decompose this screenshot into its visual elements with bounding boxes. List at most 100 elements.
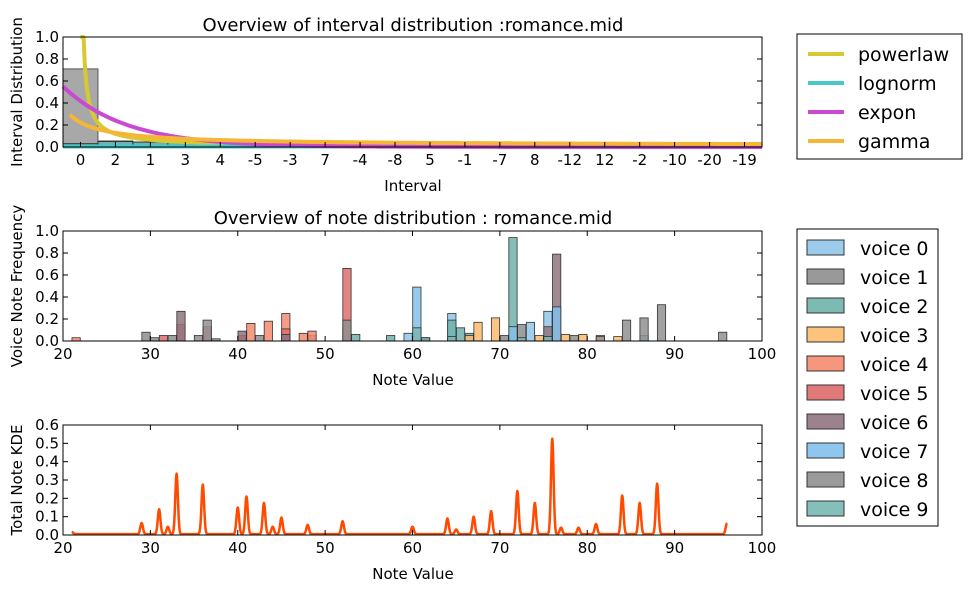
kde-xtick-label: 70 [490, 539, 509, 557]
kde-x-axis-label: Note Value [372, 565, 453, 583]
note-bar-voice-1 [142, 332, 150, 341]
note-bar-voice-3 [465, 336, 473, 342]
interval-ytick-label: 0.6 [35, 72, 59, 90]
note-ytick-label: 0.2 [35, 310, 59, 328]
note-bar-voice-8 [719, 332, 727, 341]
kde-line [72, 439, 727, 534]
legend-label-voice-7: voice 7 [860, 441, 928, 463]
note-xtick-label: 90 [665, 345, 684, 363]
interval-xtick-label: -2 [632, 151, 647, 169]
interval-ytick-label: 0.8 [35, 50, 59, 68]
note-bar-voice-2 [456, 328, 464, 341]
interval-chart-title: Overview of interval distribution :roman… [203, 15, 624, 36]
kde-ytick-label: 0.2 [35, 489, 59, 507]
legend-swatch-voice-2 [807, 298, 844, 313]
legend-label-voice-2: voice 2 [860, 296, 928, 318]
interval-plot-frame [63, 37, 762, 147]
note-bar-voice-8 [640, 318, 648, 341]
interval-xtick-label: -10 [662, 151, 687, 169]
interval-xtick-label: 0 [76, 151, 86, 169]
note-bar-voice-8 [622, 320, 630, 341]
kde-xtick-label: 100 [748, 539, 777, 557]
interval-ytick-label: 0.2 [35, 116, 59, 134]
interval-fit-line-powerlaw [80, 37, 395, 145]
interval-xtick-label: -8 [388, 151, 403, 169]
interval-xtick-label: 7 [320, 151, 330, 169]
kde-xtick-label: 50 [316, 539, 335, 557]
kde-xtick-label: 80 [578, 539, 597, 557]
note-bar-voice-4 [299, 333, 307, 341]
interval-y-axis-label: Interval Distribution [8, 17, 26, 167]
note-bar-voice-2 [352, 334, 360, 341]
note-bar-voice-8 [570, 336, 578, 342]
legend-swatch-voice-0 [807, 240, 844, 255]
note-xtick-label: 80 [578, 345, 597, 363]
note-x-axis-label: Note Value [372, 371, 453, 389]
kde-xtick-label: 90 [665, 539, 684, 557]
note-bar-voice-6 [238, 331, 246, 341]
legend-label-expon: expon [858, 102, 916, 124]
interval-ytick-label: 0.4 [35, 94, 59, 112]
interval-xtick-label: -19 [732, 151, 757, 169]
legend-label-gamma: gamma [858, 131, 930, 153]
legend-swatch-voice-9 [807, 501, 844, 516]
kde-xtick-label: 60 [403, 539, 422, 557]
note-xtick-label: 60 [403, 345, 422, 363]
legend-label-voice-8: voice 8 [860, 470, 928, 492]
note-bar-voice-2 [509, 238, 517, 341]
kde-ytick-label: 0.4 [35, 453, 59, 471]
interval-xtick-label: -3 [283, 151, 298, 169]
kde-ytick-label: 0.3 [35, 471, 59, 489]
interval-xtick-label: 5 [425, 151, 435, 169]
interval-xtick-label: -5 [248, 151, 263, 169]
note-xtick-label: 20 [53, 345, 72, 363]
kde-xtick-label: 20 [53, 539, 72, 557]
note-xtick-label: 30 [141, 345, 160, 363]
note-chart-title: Overview of note distribution : romance.… [214, 208, 613, 229]
note-bar-voice-9 [413, 328, 421, 341]
interval-xtick-label: 3 [181, 151, 191, 169]
interval-xtick-label: -12 [558, 151, 583, 169]
note-xtick-label: 100 [748, 345, 777, 363]
note-xtick-label: 70 [490, 345, 509, 363]
interval-xtick-label: 8 [530, 151, 540, 169]
note-bar-voice-3 [474, 322, 482, 341]
note-bar-voice-7 [509, 327, 517, 341]
note-bar-voice-3 [561, 334, 569, 341]
note-bar-voice-8 [343, 320, 351, 341]
note-bar-voice-9 [544, 337, 552, 341]
note-bar-voice-8 [596, 337, 604, 341]
legend-label-voice-3: voice 3 [860, 325, 928, 347]
interval-xtick-label: 2 [111, 151, 121, 169]
note-bar-voice-4 [247, 323, 255, 341]
note-bar-voice-8 [203, 320, 211, 341]
interval-ytick-label: 0.0 [35, 138, 59, 156]
note-ytick-label: 0.8 [35, 244, 59, 262]
legend-label-voice-5: voice 5 [860, 383, 928, 405]
interval-xtick-label: -1 [457, 151, 472, 169]
kde-xtick-label: 30 [141, 539, 160, 557]
note-ytick-label: 0.6 [35, 266, 59, 284]
legend-swatch-voice-6 [807, 414, 844, 429]
note-bar-voice-2 [387, 336, 395, 342]
interval-xtick-label: -20 [697, 151, 722, 169]
kde-y-axis-label: Total Note KDE [8, 425, 26, 537]
interval-ytick-label: 1.0 [35, 28, 59, 46]
note-bar-voice-1 [500, 336, 508, 342]
interval-x-axis-label: Interval [384, 177, 441, 195]
note-bar-voice-3 [535, 336, 543, 342]
note-bar-voice-3 [491, 318, 499, 341]
legend-label-lognorm: lognorm [858, 73, 937, 95]
legend-swatch-voice-3 [807, 327, 844, 342]
note-bar-voice-5 [159, 336, 167, 342]
note-bar-voice-6 [282, 334, 290, 341]
legend-label-voice-0: voice 0 [860, 238, 928, 260]
interval-xtick-label: 4 [216, 151, 226, 169]
legend-swatch-voice-1 [807, 269, 844, 284]
legend-swatch-voice-4 [807, 356, 844, 371]
legend-swatch-voice-8 [807, 472, 844, 487]
interval-xtick-label: 1 [146, 151, 156, 169]
note-bar-voice-4 [308, 331, 316, 341]
